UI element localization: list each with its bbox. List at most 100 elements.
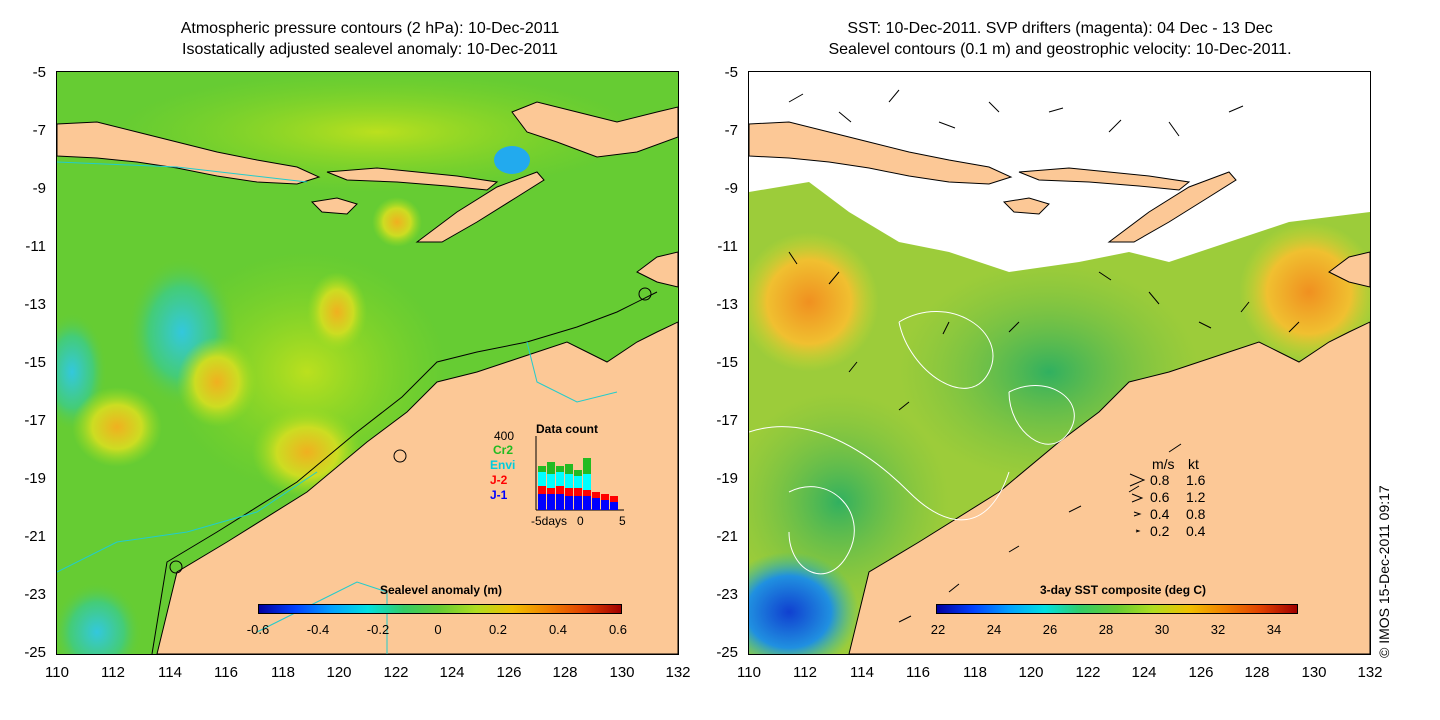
right-title-line1: SST: 10-Dec-2011. SVP drifters (magenta)… — [847, 20, 1273, 37]
velocity-legend-kt: 1.2 — [1186, 489, 1206, 505]
y-tick-label: -23 — [716, 586, 738, 603]
data-count-bars — [535, 436, 624, 511]
right-colorbar-tick: 32 — [1210, 622, 1226, 637]
right-colorbar-tick: 28 — [1098, 622, 1114, 637]
data-count-bar — [565, 464, 573, 510]
data-count-series-j2: J-2 — [490, 473, 508, 487]
data-count-series-envi: Envi — [490, 458, 516, 472]
right-colorbar-tick: 30 — [1154, 622, 1170, 637]
data-count-series-cr2: Cr2 — [493, 443, 514, 457]
data-count-ymax: 400 — [494, 429, 515, 443]
y-tick-label: -25 — [24, 644, 46, 661]
x-tick-label: 126 — [496, 664, 522, 681]
y-tick-label: -15 — [716, 354, 738, 371]
data-count-xlabel-zero: 0 — [577, 514, 584, 528]
x-tick-label: 114 — [158, 664, 182, 681]
left-colorbar-tick: -0.2 — [366, 622, 390, 637]
x-tick-label: 122 — [1075, 664, 1101, 681]
left-colorbar-tick: 0.2 — [488, 622, 508, 637]
x-tick-label: 110 — [737, 664, 761, 681]
left-title-line2: Isostatically adjusted sealevel anomaly:… — [182, 41, 558, 58]
left-colorbar-tick: 0.4 — [548, 622, 568, 637]
data-count-bar — [538, 466, 546, 510]
x-tick-label: 130 — [1301, 664, 1327, 681]
y-tick-label: -21 — [716, 528, 738, 545]
right-colorbar-tick: 34 — [1266, 622, 1282, 637]
data-count-title: Data count — [536, 422, 599, 436]
y-tick-label: -23 — [24, 586, 46, 603]
data-count-bar — [556, 466, 564, 510]
velocity-legend-kt: 1.6 — [1186, 472, 1206, 488]
velocity-legend-ms: 0.4 — [1150, 506, 1170, 522]
x-tick-label: 116 — [906, 664, 930, 681]
right-colorbar-title: 3-day SST composite (deg C) — [1040, 583, 1207, 597]
left-colorbar-tick: -0.4 — [306, 622, 330, 637]
left-colorbar-tick: 0 — [434, 622, 442, 637]
velocity-legend-header-kt: kt — [1188, 456, 1199, 472]
velocity-legend-kt: 0.8 — [1186, 506, 1206, 522]
data-count-bar — [574, 470, 582, 510]
x-tick-label: 114 — [850, 664, 874, 681]
x-tick-label: 120 — [326, 664, 352, 681]
x-tick-label: 128 — [1244, 664, 1270, 681]
y-tick-label: -9 — [724, 180, 738, 197]
y-tick-label: -11 — [717, 238, 738, 255]
left-colorbar — [258, 604, 622, 614]
x-tick-label: 124 — [439, 664, 465, 681]
x-tick-label: 110 — [45, 664, 69, 681]
y-tick-label: -7 — [32, 122, 46, 139]
sst-map-svg — [749, 72, 1370, 654]
data-count-bar — [583, 458, 591, 510]
x-tick-label: 130 — [609, 664, 635, 681]
velocity-legend-ms: 0.8 — [1150, 472, 1170, 488]
x-tick-label: 118 — [963, 664, 987, 681]
x-tick-label: 126 — [1188, 664, 1214, 681]
y-tick-label: -25 — [716, 644, 738, 661]
y-tick-label: -7 — [724, 122, 738, 139]
velocity-legend-ms: 0.2 — [1150, 523, 1170, 539]
data-count-bar — [592, 492, 600, 510]
x-tick-label: 116 — [214, 664, 238, 681]
left-axis-frame — [56, 71, 679, 655]
x-tick-label: 112 — [793, 664, 817, 681]
right-colorbar-tick: 26 — [1042, 622, 1058, 637]
y-tick-label: -17 — [716, 412, 738, 429]
right-colorbar — [936, 604, 1298, 614]
x-tick-label: 122 — [383, 664, 409, 681]
sealevel-anomaly-map — [57, 72, 678, 654]
y-tick-label: -5 — [724, 64, 738, 81]
velocity-legend-ms: 0.6 — [1150, 489, 1170, 505]
x-tick-label: 128 — [552, 664, 578, 681]
right-title-line2: Sealevel contours (0.1 m) and geostrophi… — [828, 41, 1292, 58]
data-count-bar — [547, 462, 555, 510]
sealevel-anomaly-map-svg — [57, 72, 678, 654]
y-tick-label: -13 — [24, 296, 46, 313]
x-tick-label: 112 — [101, 664, 125, 681]
left-title-line1: Atmospheric pressure contours (2 hPa): 1… — [180, 20, 560, 37]
velocity-legend-kt: 0.4 — [1186, 523, 1206, 539]
y-tick-label: -11 — [25, 238, 46, 255]
velocity-arrows — [788, 89, 1300, 623]
right-colorbar-tick: 22 — [930, 622, 946, 637]
data-count-bar — [601, 494, 609, 510]
data-count-series-j1: J-1 — [490, 488, 508, 502]
y-tick-label: -5 — [32, 64, 46, 81]
data-count-xlabel-end: 5 — [619, 514, 626, 528]
left-colorbar-title: Sealevel anomaly (m) — [380, 583, 503, 597]
y-tick-label: -17 — [24, 412, 46, 429]
x-tick-label: 124 — [1131, 664, 1157, 681]
copyright-text: © IMOS 15-Dec-2011 09:17 — [1376, 485, 1392, 658]
left-colorbar-tick: -0.6 — [246, 622, 270, 637]
velocity-legend-header-ms: m/s — [1152, 456, 1175, 472]
x-tick-label: 118 — [271, 664, 295, 681]
y-tick-label: -9 — [32, 180, 46, 197]
x-tick-label: 132 — [665, 664, 691, 681]
right-colorbar-tick: 24 — [986, 622, 1002, 637]
sst-map — [749, 72, 1370, 654]
velocity-legend-arrows — [1129, 473, 1146, 533]
y-tick-label: -19 — [24, 470, 46, 487]
right-axis-frame — [748, 71, 1371, 655]
data-count-xlabel-start: -5days — [531, 514, 568, 528]
x-tick-label: 132 — [1357, 664, 1383, 681]
y-tick-label: -13 — [716, 296, 738, 313]
